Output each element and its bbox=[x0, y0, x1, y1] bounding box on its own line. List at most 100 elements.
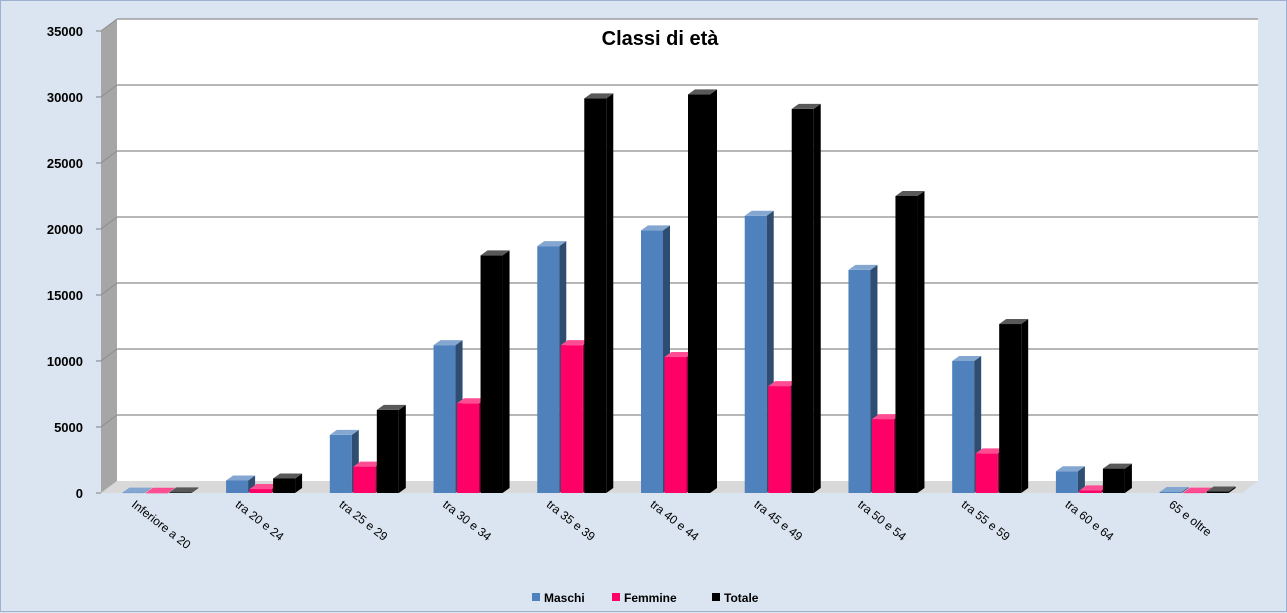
bar-top bbox=[1079, 485, 1109, 491]
bar-top bbox=[688, 89, 717, 95]
bar-totale bbox=[584, 93, 614, 493]
bar-top bbox=[353, 461, 383, 467]
bar-side bbox=[191, 487, 199, 493]
gridline-side bbox=[100, 348, 118, 362]
x-tick-label: tra 55 e 59 bbox=[959, 497, 1013, 544]
bar-front bbox=[169, 492, 192, 493]
bar-top bbox=[1159, 486, 1189, 492]
y-tick-label: 0 bbox=[76, 486, 83, 501]
bar-top bbox=[999, 319, 1029, 325]
bar-side bbox=[502, 250, 510, 493]
bar-front bbox=[1183, 492, 1206, 494]
bar-front bbox=[584, 98, 607, 493]
bar-front bbox=[1206, 491, 1229, 493]
bar-totale bbox=[169, 487, 199, 493]
bar-front bbox=[353, 466, 376, 493]
legend-label: Totale bbox=[724, 591, 759, 605]
bar-top bbox=[480, 250, 510, 256]
bar-side bbox=[1228, 486, 1236, 493]
bar-top bbox=[848, 264, 878, 270]
bar-top bbox=[895, 191, 925, 196]
bar-side bbox=[1181, 486, 1189, 493]
bar-side bbox=[813, 103, 821, 493]
bar-totale bbox=[999, 319, 1029, 493]
legend-swatch bbox=[532, 593, 540, 601]
bar-femmine bbox=[145, 487, 175, 494]
bar-front bbox=[433, 345, 456, 493]
bar-maschi bbox=[1159, 486, 1189, 493]
bar-front bbox=[560, 345, 583, 493]
bar-top bbox=[768, 381, 798, 387]
x-tick-label: tra 45 e 49 bbox=[751, 497, 805, 544]
bar-top bbox=[122, 487, 152, 493]
legend-swatch bbox=[612, 593, 620, 601]
gridline-side bbox=[100, 150, 118, 164]
bar-top bbox=[329, 429, 359, 435]
bar-front bbox=[376, 409, 399, 493]
bar-top bbox=[1183, 487, 1213, 493]
bar-front bbox=[1102, 468, 1125, 493]
bar-side bbox=[1077, 466, 1085, 493]
bar-top bbox=[584, 93, 614, 99]
bar-front bbox=[249, 489, 272, 493]
legend-label: Femmine bbox=[624, 591, 677, 605]
bar-top bbox=[226, 475, 256, 481]
bar-front bbox=[895, 196, 918, 493]
bar-side bbox=[606, 93, 614, 493]
bar-side bbox=[710, 89, 717, 494]
bar-top bbox=[1055, 466, 1085, 472]
x-tick-label: tra 50 e 54 bbox=[855, 497, 909, 544]
bar-totale bbox=[895, 191, 925, 493]
bar-totale bbox=[273, 473, 303, 493]
y-tick-label: 25000 bbox=[47, 156, 83, 171]
gridline-side bbox=[100, 282, 118, 296]
bar-totale bbox=[1206, 486, 1236, 493]
bar-front bbox=[226, 480, 249, 493]
bar-front bbox=[999, 324, 1022, 493]
bar-side bbox=[1021, 319, 1029, 493]
bar-front bbox=[744, 215, 767, 494]
bar-front bbox=[145, 492, 168, 494]
bar-totale bbox=[1102, 463, 1132, 493]
x-tick-label: tra 35 e 39 bbox=[544, 497, 598, 544]
bar-front bbox=[1055, 471, 1078, 493]
bar-top bbox=[791, 103, 821, 109]
bar-front bbox=[457, 403, 480, 493]
gridline-side bbox=[100, 216, 118, 230]
bar-maschi bbox=[329, 429, 359, 493]
bar-top bbox=[1102, 463, 1132, 469]
bar-totale bbox=[688, 89, 717, 494]
gridline-side bbox=[100, 414, 118, 428]
bar-totale bbox=[376, 404, 406, 493]
bar-side bbox=[398, 404, 406, 493]
bar-top bbox=[273, 473, 303, 479]
bar-top bbox=[169, 487, 199, 493]
bar-front bbox=[848, 269, 871, 493]
legend: Maschi Femmine Totale bbox=[532, 591, 759, 605]
bar-front bbox=[641, 230, 663, 493]
bar-top bbox=[560, 340, 590, 346]
bar-top bbox=[537, 241, 567, 247]
bar-maschi bbox=[1055, 466, 1085, 493]
bar-front bbox=[1159, 491, 1182, 493]
legend-swatch bbox=[712, 593, 720, 601]
bar-top bbox=[1206, 486, 1236, 492]
side-wall bbox=[101, 19, 117, 493]
bar-side bbox=[144, 487, 152, 493]
bar-front bbox=[1079, 490, 1102, 493]
y-tick-label: 10000 bbox=[47, 354, 83, 369]
bar-top bbox=[871, 414, 901, 420]
bar-top bbox=[433, 340, 463, 346]
x-tick-label: tra 25 e 29 bbox=[336, 497, 390, 544]
x-tick-label: tra 30 e 34 bbox=[440, 497, 494, 544]
y-tick-label: 15000 bbox=[47, 288, 83, 303]
bar-top bbox=[975, 448, 1005, 454]
bar-top bbox=[952, 356, 982, 361]
bar-side bbox=[167, 487, 175, 493]
x-tick-label: tra 60 e 64 bbox=[1063, 497, 1117, 544]
x-tick-label: tra 20 e 24 bbox=[233, 497, 287, 544]
bar-front bbox=[768, 386, 791, 493]
bar-front bbox=[537, 246, 560, 493]
y-tick-label: 30000 bbox=[47, 90, 83, 105]
